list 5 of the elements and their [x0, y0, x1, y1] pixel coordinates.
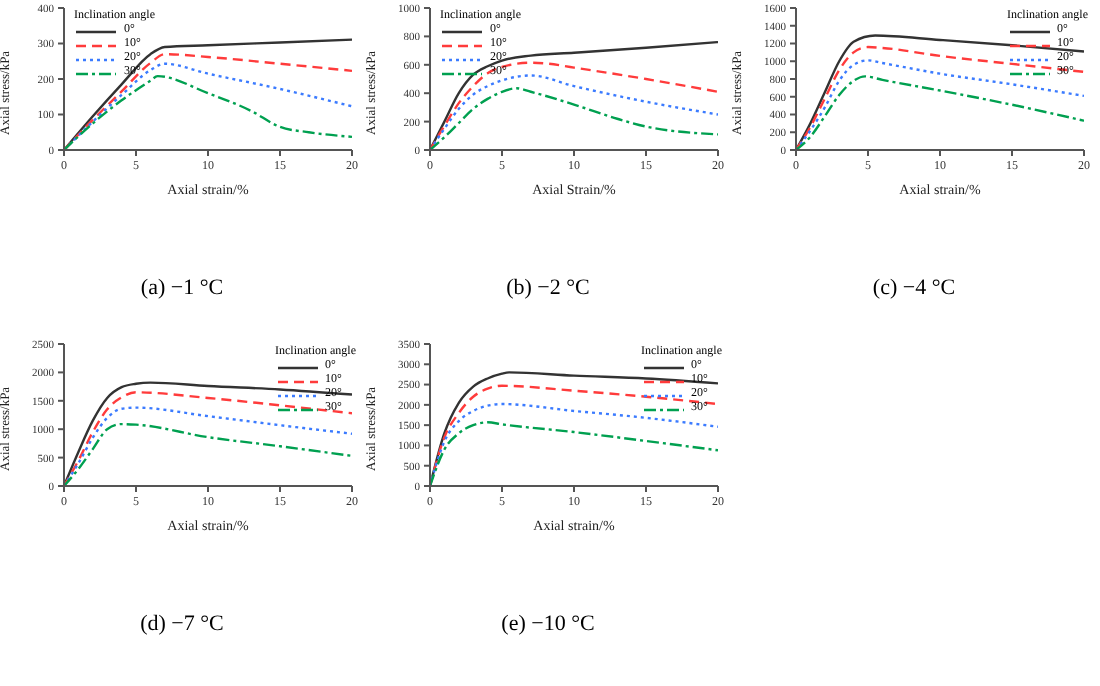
text: (a) −1 °C — [138, 276, 226, 300]
text: (c) −4 °C — [870, 276, 958, 300]
text: (d) −7 °C — [138, 612, 226, 636]
text: (e) −10 °C — [499, 612, 597, 636]
text: (b) −2 °C — [504, 276, 592, 300]
